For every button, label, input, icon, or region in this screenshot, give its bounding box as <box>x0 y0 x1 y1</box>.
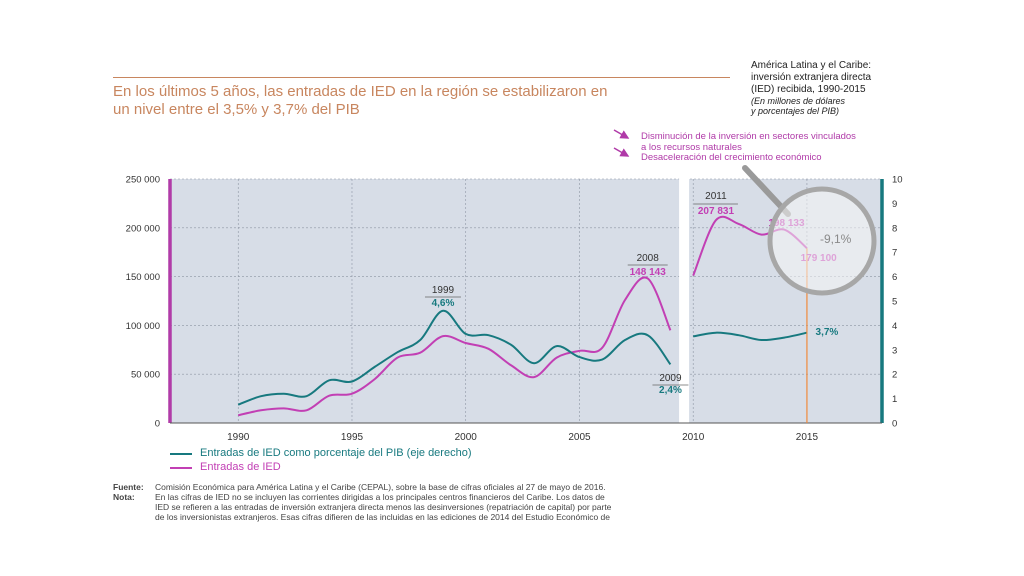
y-tick-label-right: 2 <box>892 370 897 381</box>
header-rule <box>113 77 730 78</box>
y-tick-label-left: 0 <box>155 419 160 430</box>
change-label: -9,1% <box>820 232 852 246</box>
footer-key: Fuente: <box>113 482 144 492</box>
legend: Entradas de IED como porcentaje del PIB … <box>170 447 471 475</box>
label-year-2008: 2008 <box>637 253 660 264</box>
series-break <box>679 177 690 427</box>
series-line-pct-after <box>693 331 808 342</box>
legend-swatch <box>170 466 192 469</box>
label-value-2011: 207 831 <box>698 206 735 217</box>
side-note-line: inversión extranjera directa <box>751 72 872 83</box>
side-note-units: (En millones de dólares <box>751 96 846 106</box>
chart-headline: En los últimos 5 años, las entradas de I… <box>113 83 608 118</box>
y-tick-label-left: 50 000 <box>131 370 160 381</box>
plot-area <box>170 179 882 423</box>
legend-label: Entradas de IED <box>200 461 281 473</box>
side-note: América Latina y el Caribe: inversión ex… <box>751 60 951 116</box>
y-tick-label-left: 250 000 <box>126 175 160 186</box>
footer-notes: Fuente: Comisión Económica para América L… <box>113 482 733 522</box>
footer-note: de los inversionistas extranjeros. Esas … <box>113 512 733 522</box>
legend-item-ied: Entradas de IED <box>170 461 471 474</box>
legend-label: Entradas de IED como porcentaje del PIB … <box>200 447 472 459</box>
x-tick-label: 2000 <box>455 432 478 443</box>
x-tick-label: 2010 <box>682 432 705 443</box>
label-year-1999: 1999 <box>432 285 455 296</box>
label-value-2009: 2,4% <box>659 385 682 396</box>
side-note-line: (IED) recibida, 1990-2015 <box>751 84 866 95</box>
label-pct-2015: 3,7% <box>816 327 839 338</box>
series-line-ied-before <box>237 276 672 417</box>
y-tick-label-right: 4 <box>892 321 897 332</box>
footer-text: En las cifras de IED no se incluyen las … <box>155 492 605 502</box>
side-note-line: América Latina y el Caribe: <box>751 60 872 71</box>
label-value-2008: 148 143 <box>630 267 667 278</box>
y-tick-label-left: 200 000 <box>126 223 160 234</box>
footer-text: de los inversionistas extranjeros. Esas … <box>155 512 611 522</box>
legend-swatch <box>170 452 192 455</box>
magnifier-icon <box>767 186 877 296</box>
arrow-icon <box>613 129 630 139</box>
arrow-icon <box>613 147 630 157</box>
legend-item-pct: Entradas de IED como porcentaje del PIB … <box>170 447 471 460</box>
x-tick-label: 1990 <box>227 432 250 443</box>
y-tick-label-right: 1 <box>892 394 897 405</box>
y-tick-label-left: 100 000 <box>126 321 160 332</box>
footer-note: IED se refieren a las entradas de invers… <box>113 502 733 512</box>
x-tick-label: 2005 <box>568 432 591 443</box>
label-year-2011: 2011 <box>705 191 727 202</box>
y-tick-label-left: 150 000 <box>126 272 160 283</box>
side-note-units: y porcentajes del PIB) <box>751 106 840 116</box>
y-tick-label-right: 10 <box>892 175 903 186</box>
series-line-pct-before <box>237 309 672 406</box>
footer-text: IED se refieren a las entradas de invers… <box>155 502 612 512</box>
y-tick-label-right: 6 <box>892 272 897 283</box>
y-tick-label-right: 7 <box>892 248 897 259</box>
x-tick-label: 1995 <box>341 432 364 443</box>
annotation-growth-slowdown: Desaceleración del crecimiento económico <box>641 152 822 163</box>
annotation-natural-resources: Disminución de la inversión en sectores … <box>641 131 856 153</box>
footer-note: Nota: En las cifras de IED no se incluyen… <box>113 492 733 502</box>
label-value-1999: 4,6% <box>432 298 455 309</box>
footer-source: Fuente: Comisión Económica para América L… <box>113 482 733 492</box>
y-tick-label-right: 3 <box>892 345 897 356</box>
x-tick-label: 2015 <box>796 432 819 443</box>
y-tick-label-right: 0 <box>892 419 897 430</box>
y-tick-label-right: 5 <box>892 297 897 308</box>
y-tick-label-right: 8 <box>892 223 897 234</box>
footer-text: Comisión Económica para América Latina y… <box>155 482 606 492</box>
label-year-2009: 2009 <box>659 373 682 384</box>
footer-key: Nota: <box>113 492 135 502</box>
y-tick-label-right: 9 <box>892 199 897 210</box>
